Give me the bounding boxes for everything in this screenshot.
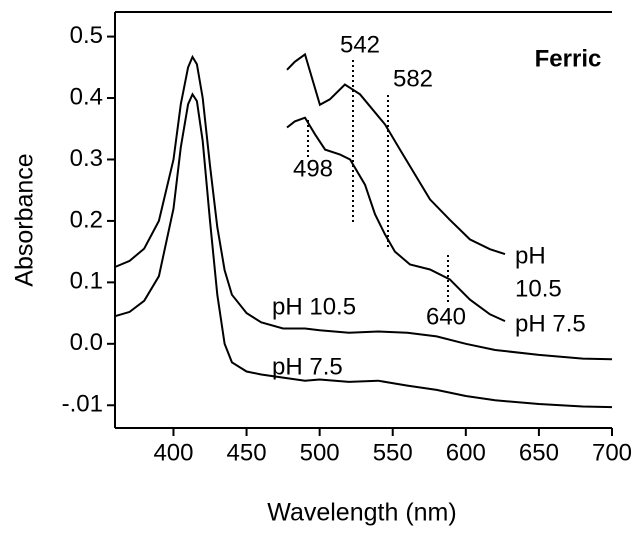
- series-label: pH 10.5: [272, 293, 356, 320]
- y-tick-label: 0.0: [70, 329, 103, 356]
- spectrum-line: [114, 54, 613, 361]
- x-tick-label: 450: [227, 439, 267, 466]
- y-tick-label: 0.5: [70, 22, 103, 49]
- y-tick-label: 0.4: [70, 83, 103, 110]
- inset-series-label: 10.5: [515, 275, 562, 302]
- sample-label: Ferric: [535, 45, 602, 72]
- y-tick-label: -.01: [62, 391, 103, 418]
- inset-series-label: pH 7.5: [515, 310, 586, 337]
- x-tick-label: 400: [153, 439, 193, 466]
- y-tick-label: 0.1: [70, 268, 103, 295]
- x-tick-label: 700: [592, 439, 632, 466]
- x-tick-label: 550: [373, 439, 413, 466]
- inset-series-label: pH: [515, 242, 546, 269]
- x-tick-label: 600: [446, 439, 486, 466]
- x-axis-title: Wavelength (nm): [267, 499, 456, 527]
- y-tick-label: 0.3: [70, 145, 103, 172]
- peak-label: 640: [426, 303, 466, 330]
- y-axis-title: Absorbance: [11, 153, 39, 286]
- spectrum-line: [286, 52, 506, 256]
- peak-label: 498: [293, 155, 333, 182]
- x-tick-label: 650: [519, 439, 559, 466]
- spectrum-line: [114, 92, 613, 409]
- spectrum-line: [286, 116, 506, 323]
- peak-label: 542: [340, 31, 380, 58]
- x-tick-label: 500: [300, 439, 340, 466]
- y-tick-label: 0.2: [70, 206, 103, 233]
- series-label: pH 7.5: [272, 353, 343, 380]
- peak-label: 582: [393, 65, 433, 92]
